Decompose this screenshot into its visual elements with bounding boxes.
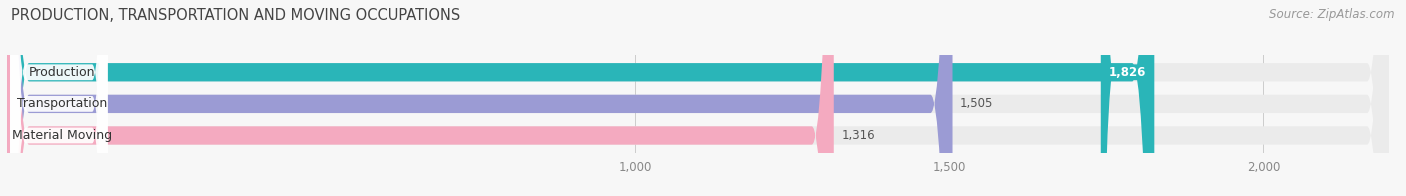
- FancyBboxPatch shape: [1101, 0, 1154, 196]
- Text: Production: Production: [28, 66, 96, 79]
- FancyBboxPatch shape: [7, 0, 952, 196]
- Text: Material Moving: Material Moving: [11, 129, 111, 142]
- Text: 1,505: 1,505: [960, 97, 994, 110]
- FancyBboxPatch shape: [7, 0, 1154, 196]
- FancyBboxPatch shape: [10, 0, 107, 196]
- FancyBboxPatch shape: [7, 0, 1389, 196]
- FancyBboxPatch shape: [7, 0, 1389, 196]
- FancyBboxPatch shape: [7, 0, 1389, 196]
- Text: PRODUCTION, TRANSPORTATION AND MOVING OCCUPATIONS: PRODUCTION, TRANSPORTATION AND MOVING OC…: [11, 8, 461, 23]
- Text: Transportation: Transportation: [17, 97, 107, 110]
- FancyBboxPatch shape: [10, 0, 107, 196]
- FancyBboxPatch shape: [10, 0, 107, 196]
- Text: 1,826: 1,826: [1109, 66, 1146, 79]
- FancyBboxPatch shape: [7, 0, 834, 196]
- Text: 1,316: 1,316: [841, 129, 875, 142]
- Text: Source: ZipAtlas.com: Source: ZipAtlas.com: [1270, 8, 1395, 21]
